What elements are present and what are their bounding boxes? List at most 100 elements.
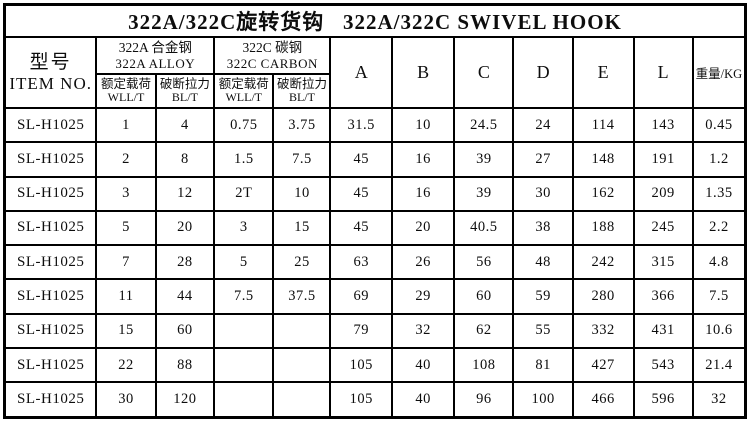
cell-d: 100 (512, 381, 574, 419)
cell-a: 69 (329, 278, 393, 315)
cell-weight: 21.4 (691, 346, 747, 384)
cell-item-no: SL-H1025 (3, 209, 98, 247)
cell-a: 31.5 (329, 106, 393, 144)
cell-weight: 2.2 (691, 209, 747, 247)
table-row: SL-H1025 30 120 105 40 96 100 466 596 32 (3, 381, 747, 419)
cell-a: 105 (329, 346, 393, 384)
col-header-e: E (571, 36, 635, 109)
cell-item-no: SL-H1025 (3, 346, 98, 384)
bl-label-en: BL/T (171, 90, 198, 105)
cell-b: 40 (390, 346, 456, 384)
cell-322a-bl: 60 (154, 312, 216, 349)
cell-a: 79 (329, 312, 393, 349)
cell-l: 543 (632, 346, 694, 384)
cell-d: 48 (512, 244, 574, 281)
cell-b: 29 (390, 278, 456, 315)
cell-322a-wll: 22 (95, 346, 157, 384)
col-header-group-322a: 322A 合金钢 322A ALLOY (95, 36, 216, 75)
table-row: SL-H1025 11 44 7.5 37.5 69 29 60 59 280 … (3, 278, 747, 315)
cell-322c-wll (213, 381, 275, 419)
cell-b: 32 (390, 312, 456, 349)
cell-322a-bl: 28 (154, 244, 216, 281)
cell-a: 45 (329, 209, 393, 247)
cell-d: 27 (512, 141, 574, 178)
cell-c: 56 (453, 244, 515, 281)
cell-item-no: SL-H1025 (3, 381, 98, 419)
cell-322a-wll: 30 (95, 381, 157, 419)
group-322c-label-en: 322C CARBON (226, 55, 318, 71)
col-header-b: B (390, 36, 456, 109)
wll-label-en: WLL/T (225, 90, 263, 105)
group-322a-label-en: 322A ALLOY (115, 55, 196, 71)
cell-c: 24.5 (453, 106, 515, 144)
cell-322c-wll: 2T (213, 175, 275, 212)
item-no-label-zh: 型号 (29, 51, 72, 73)
cell-c: 108 (453, 346, 515, 384)
cell-322c-wll: 7.5 (213, 278, 275, 315)
cell-a: 105 (329, 381, 393, 419)
cell-weight: 1.2 (691, 141, 747, 178)
col-header-item-no: 型号 ITEM NO. (3, 36, 98, 109)
cell-c: 39 (453, 175, 515, 212)
col-header-d: D (512, 36, 574, 109)
cell-322a-bl: 44 (154, 278, 216, 315)
bl-label-zh: 破断拉力 (159, 76, 210, 91)
cell-322c-wll: 1.5 (213, 141, 275, 178)
cell-e: 114 (571, 106, 635, 144)
cell-d: 38 (512, 209, 574, 247)
table-title: 322A/322C旋转货钩 322A/322C SWIVEL HOOK (3, 3, 747, 38)
group-322c-label-zh: 322C 碳钢 (242, 39, 303, 55)
col-header-l: L (632, 36, 694, 109)
cell-322a-bl: 88 (154, 346, 216, 384)
cell-e: 148 (571, 141, 635, 178)
table-row: SL-H1025 2 8 1.5 7.5 45 16 39 27 148 191… (3, 141, 747, 178)
cell-322c-bl: 10 (272, 175, 332, 212)
col-header-322a-wll: 额定载荷 WLL/T (95, 73, 157, 109)
col-header-322a-bl: 破断拉力 BL/T (154, 73, 216, 109)
bl-label-en: BL/T (288, 90, 315, 105)
cell-322a-wll: 11 (95, 278, 157, 315)
cell-c: 39 (453, 141, 515, 178)
cell-a: 45 (329, 141, 393, 178)
cell-weight: 4.8 (691, 244, 747, 281)
cell-322a-bl: 12 (154, 175, 216, 212)
cell-weight: 7.5 (691, 278, 747, 315)
cell-e: 162 (571, 175, 635, 212)
cell-322c-wll (213, 312, 275, 349)
cell-d: 81 (512, 346, 574, 384)
cell-l: 431 (632, 312, 694, 349)
cell-c: 62 (453, 312, 515, 349)
cell-l: 209 (632, 175, 694, 212)
cell-322a-wll: 2 (95, 141, 157, 178)
cell-322a-wll: 7 (95, 244, 157, 281)
cell-322a-bl: 8 (154, 141, 216, 178)
cell-e: 427 (571, 346, 635, 384)
wll-label-zh: 额定载荷 (218, 76, 269, 91)
table-row: SL-H1025 5 20 3 15 45 20 40.5 38 188 245… (3, 209, 747, 247)
cell-322c-bl: 37.5 (272, 278, 332, 315)
cell-e: 242 (571, 244, 635, 281)
cell-322c-bl: 3.75 (272, 106, 332, 144)
col-header-c: C (453, 36, 515, 109)
cell-weight: 0.45 (691, 106, 747, 144)
cell-a: 63 (329, 244, 393, 281)
cell-item-no: SL-H1025 (3, 244, 98, 281)
cell-322a-bl: 120 (154, 381, 216, 419)
cell-item-no: SL-H1025 (3, 141, 98, 178)
col-header-group-322c: 322C 碳钢 322C CARBON (213, 36, 332, 75)
cell-322c-bl (272, 312, 332, 349)
header-group-row: 型号 ITEM NO. 322A 合金钢 322A ALLOY 322C 碳钢 … (3, 36, 747, 109)
cell-d: 59 (512, 278, 574, 315)
cell-322a-bl: 20 (154, 209, 216, 247)
cell-a: 45 (329, 175, 393, 212)
cell-322a-bl: 4 (154, 106, 216, 144)
cell-l: 596 (632, 381, 694, 419)
table-row: SL-H1025 22 88 105 40 108 81 427 543 21.… (3, 346, 747, 384)
wll-label-en: WLL/T (107, 90, 145, 105)
table-row: SL-H1025 3 12 2T 10 45 16 39 30 162 209 … (3, 175, 747, 212)
cell-322c-wll: 5 (213, 244, 275, 281)
cell-c: 40.5 (453, 209, 515, 247)
cell-322c-bl: 7.5 (272, 141, 332, 178)
cell-e: 466 (571, 381, 635, 419)
